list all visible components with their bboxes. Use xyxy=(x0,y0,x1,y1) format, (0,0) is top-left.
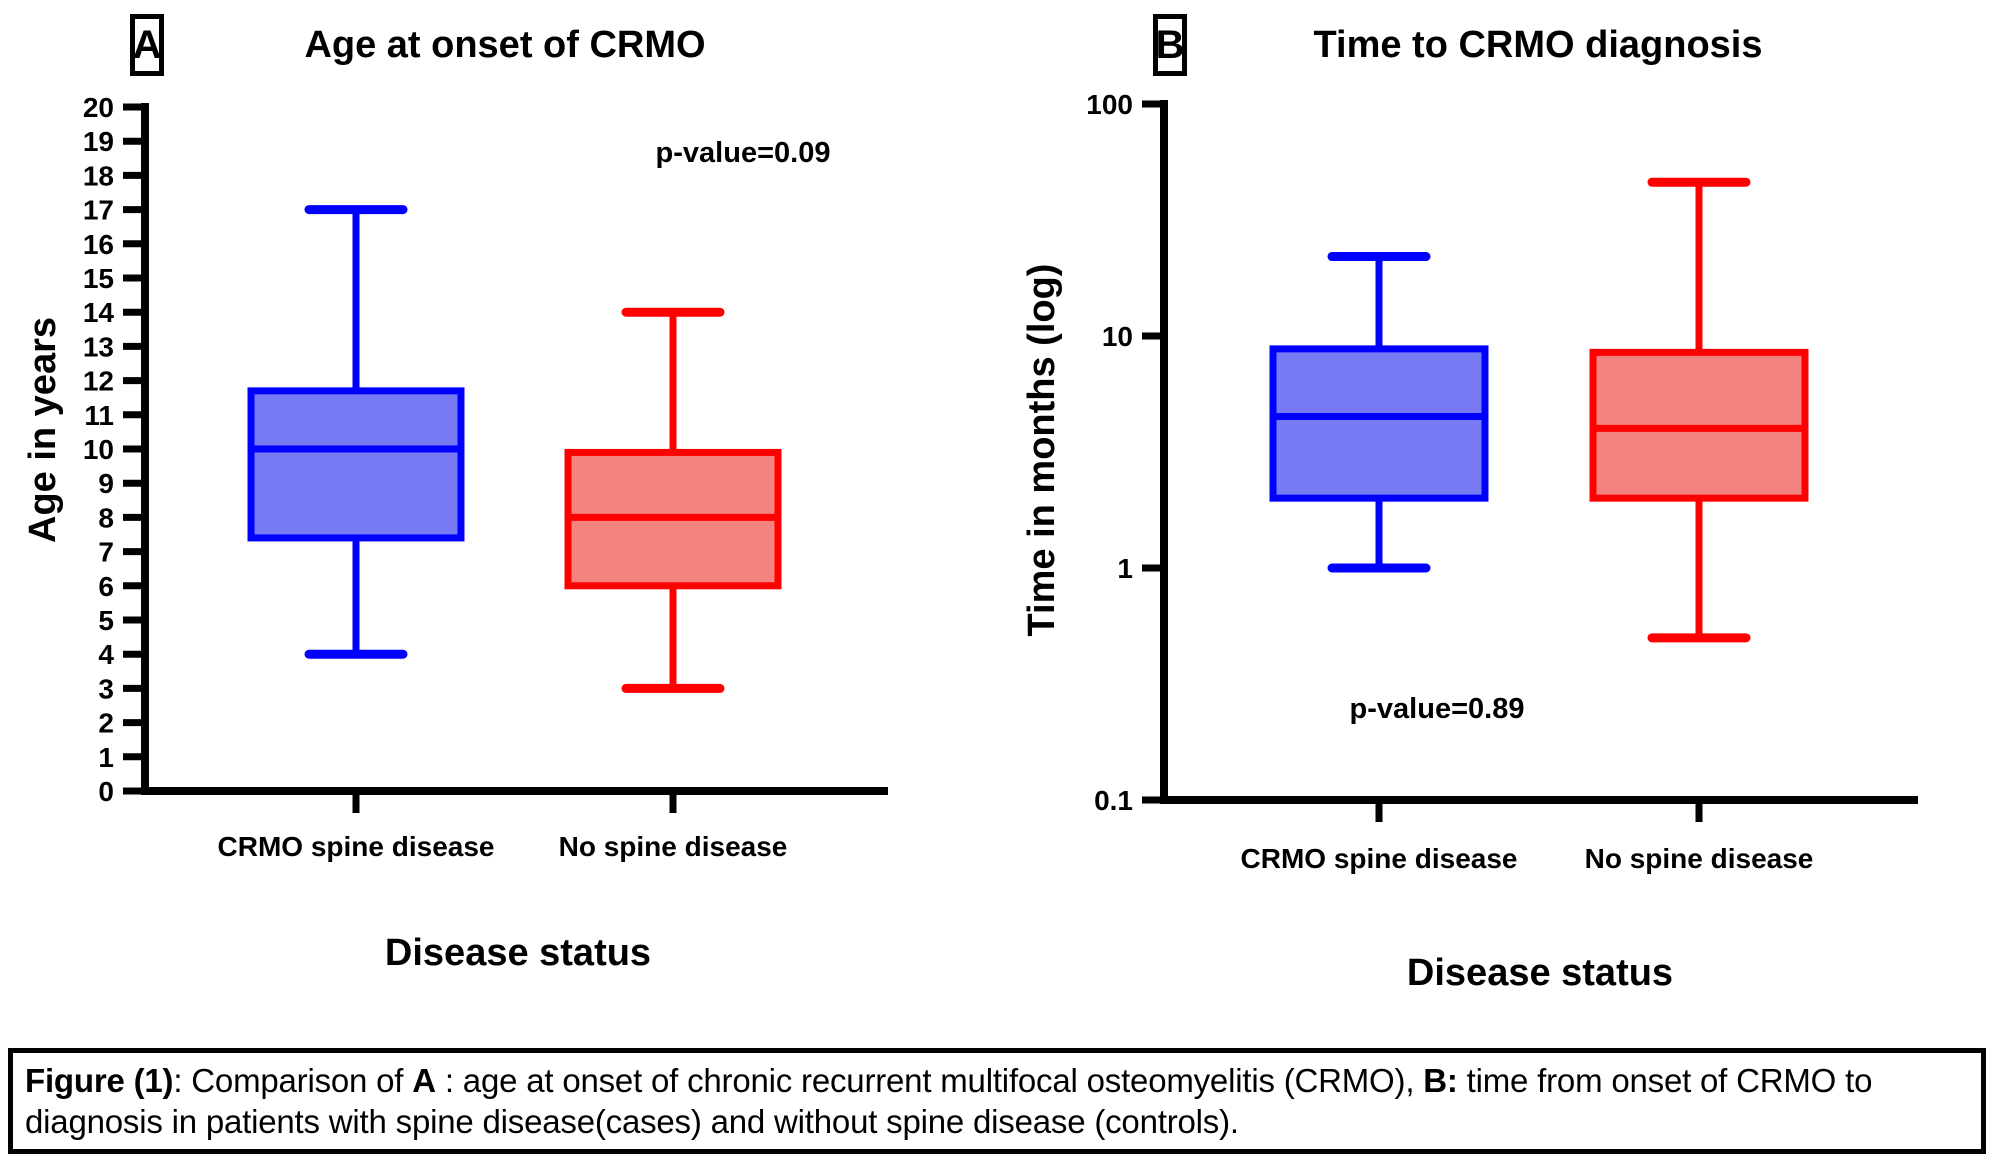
x-category-label: No spine disease xyxy=(1585,843,1814,874)
y-tick-label: 10 xyxy=(83,434,114,465)
y-axis-title: Age in years xyxy=(22,317,64,543)
figure-caption-text: Figure (1): Comparison of A : age at ons… xyxy=(25,1060,1969,1142)
caption-segment: Figure (1) xyxy=(25,1062,174,1099)
y-tick-label: 4 xyxy=(98,639,114,670)
y-tick-label: 2 xyxy=(98,708,114,739)
caption-segment: B: xyxy=(1423,1062,1458,1099)
y-tick-label: 6 xyxy=(98,571,114,602)
box-series-0-iqr-box xyxy=(1269,345,1489,502)
y-tick-label: 3 xyxy=(98,673,114,704)
y-tick-label: 12 xyxy=(83,366,114,397)
y-tick-label: 7 xyxy=(98,537,114,568)
figure-caption-box: Figure (1): Comparison of A : age at ons… xyxy=(8,1048,1986,1154)
box-series-1-iqr-box xyxy=(564,448,782,590)
caption-segment: : Comparison of xyxy=(173,1062,413,1099)
panel-b-title: Time to CRMO diagnosis xyxy=(1313,24,1763,66)
caption-segment: time from onset of CRMO to diagnosis in … xyxy=(25,1062,1873,1140)
panel-a-label: A xyxy=(132,22,162,67)
box-series-1-iqr-box xyxy=(1589,348,1809,502)
y-tick-label: 5 xyxy=(98,605,114,636)
panel-a-title: Age at onset of CRMO xyxy=(304,24,706,66)
x-category-label: CRMO spine disease xyxy=(1241,843,1518,874)
y-tick-label: 18 xyxy=(83,160,114,191)
y-axis-title: Time in months (log) xyxy=(1021,264,1063,637)
x-category-label: No spine disease xyxy=(559,831,788,862)
panel-b-boxplot: 100 10 1 0.1 CRMO spine disease No spine dise… xyxy=(1021,89,1918,994)
caption-segment: A xyxy=(412,1062,436,1099)
y-tick-label: 13 xyxy=(83,331,114,362)
panel-b-label: B xyxy=(1155,22,1185,67)
y-tick-label: 16 xyxy=(83,229,114,260)
y-tick-label: 10 xyxy=(1102,321,1133,352)
x-category-label: CRMO spine disease xyxy=(218,831,495,862)
y-tick-label: 1 xyxy=(98,742,114,773)
box-series-0-iqr-box xyxy=(247,387,465,542)
panel-a-label-box: A xyxy=(130,14,164,76)
y-tick-label: 9 xyxy=(98,468,114,499)
y-tick-label: 11 xyxy=(84,400,114,431)
y-tick-label: 20 xyxy=(83,92,114,123)
y-tick-label: 100 xyxy=(1086,89,1133,120)
y-tick-label: 0 xyxy=(98,776,114,807)
y-tick-label: 17 xyxy=(83,195,114,226)
y-tick-label: 8 xyxy=(98,502,114,533)
x-axis-title: Disease status xyxy=(385,932,651,974)
y-tick-label: 19 xyxy=(83,126,114,157)
p-value-annotation: p-value=0.09 xyxy=(656,137,831,169)
y-tick-label: 1 xyxy=(1117,553,1133,584)
panel-b-label-box: B xyxy=(1153,14,1187,76)
y-tick-label: 15 xyxy=(83,263,114,294)
caption-segment: : age at onset of chronic recurrent mult… xyxy=(435,1062,1424,1099)
y-tick-label: 0.1 xyxy=(1094,785,1133,816)
x-axis-title: Disease status xyxy=(1407,952,1673,994)
y-tick-label: 14 xyxy=(83,297,115,328)
p-value-annotation: p-value=0.89 xyxy=(1350,693,1525,725)
